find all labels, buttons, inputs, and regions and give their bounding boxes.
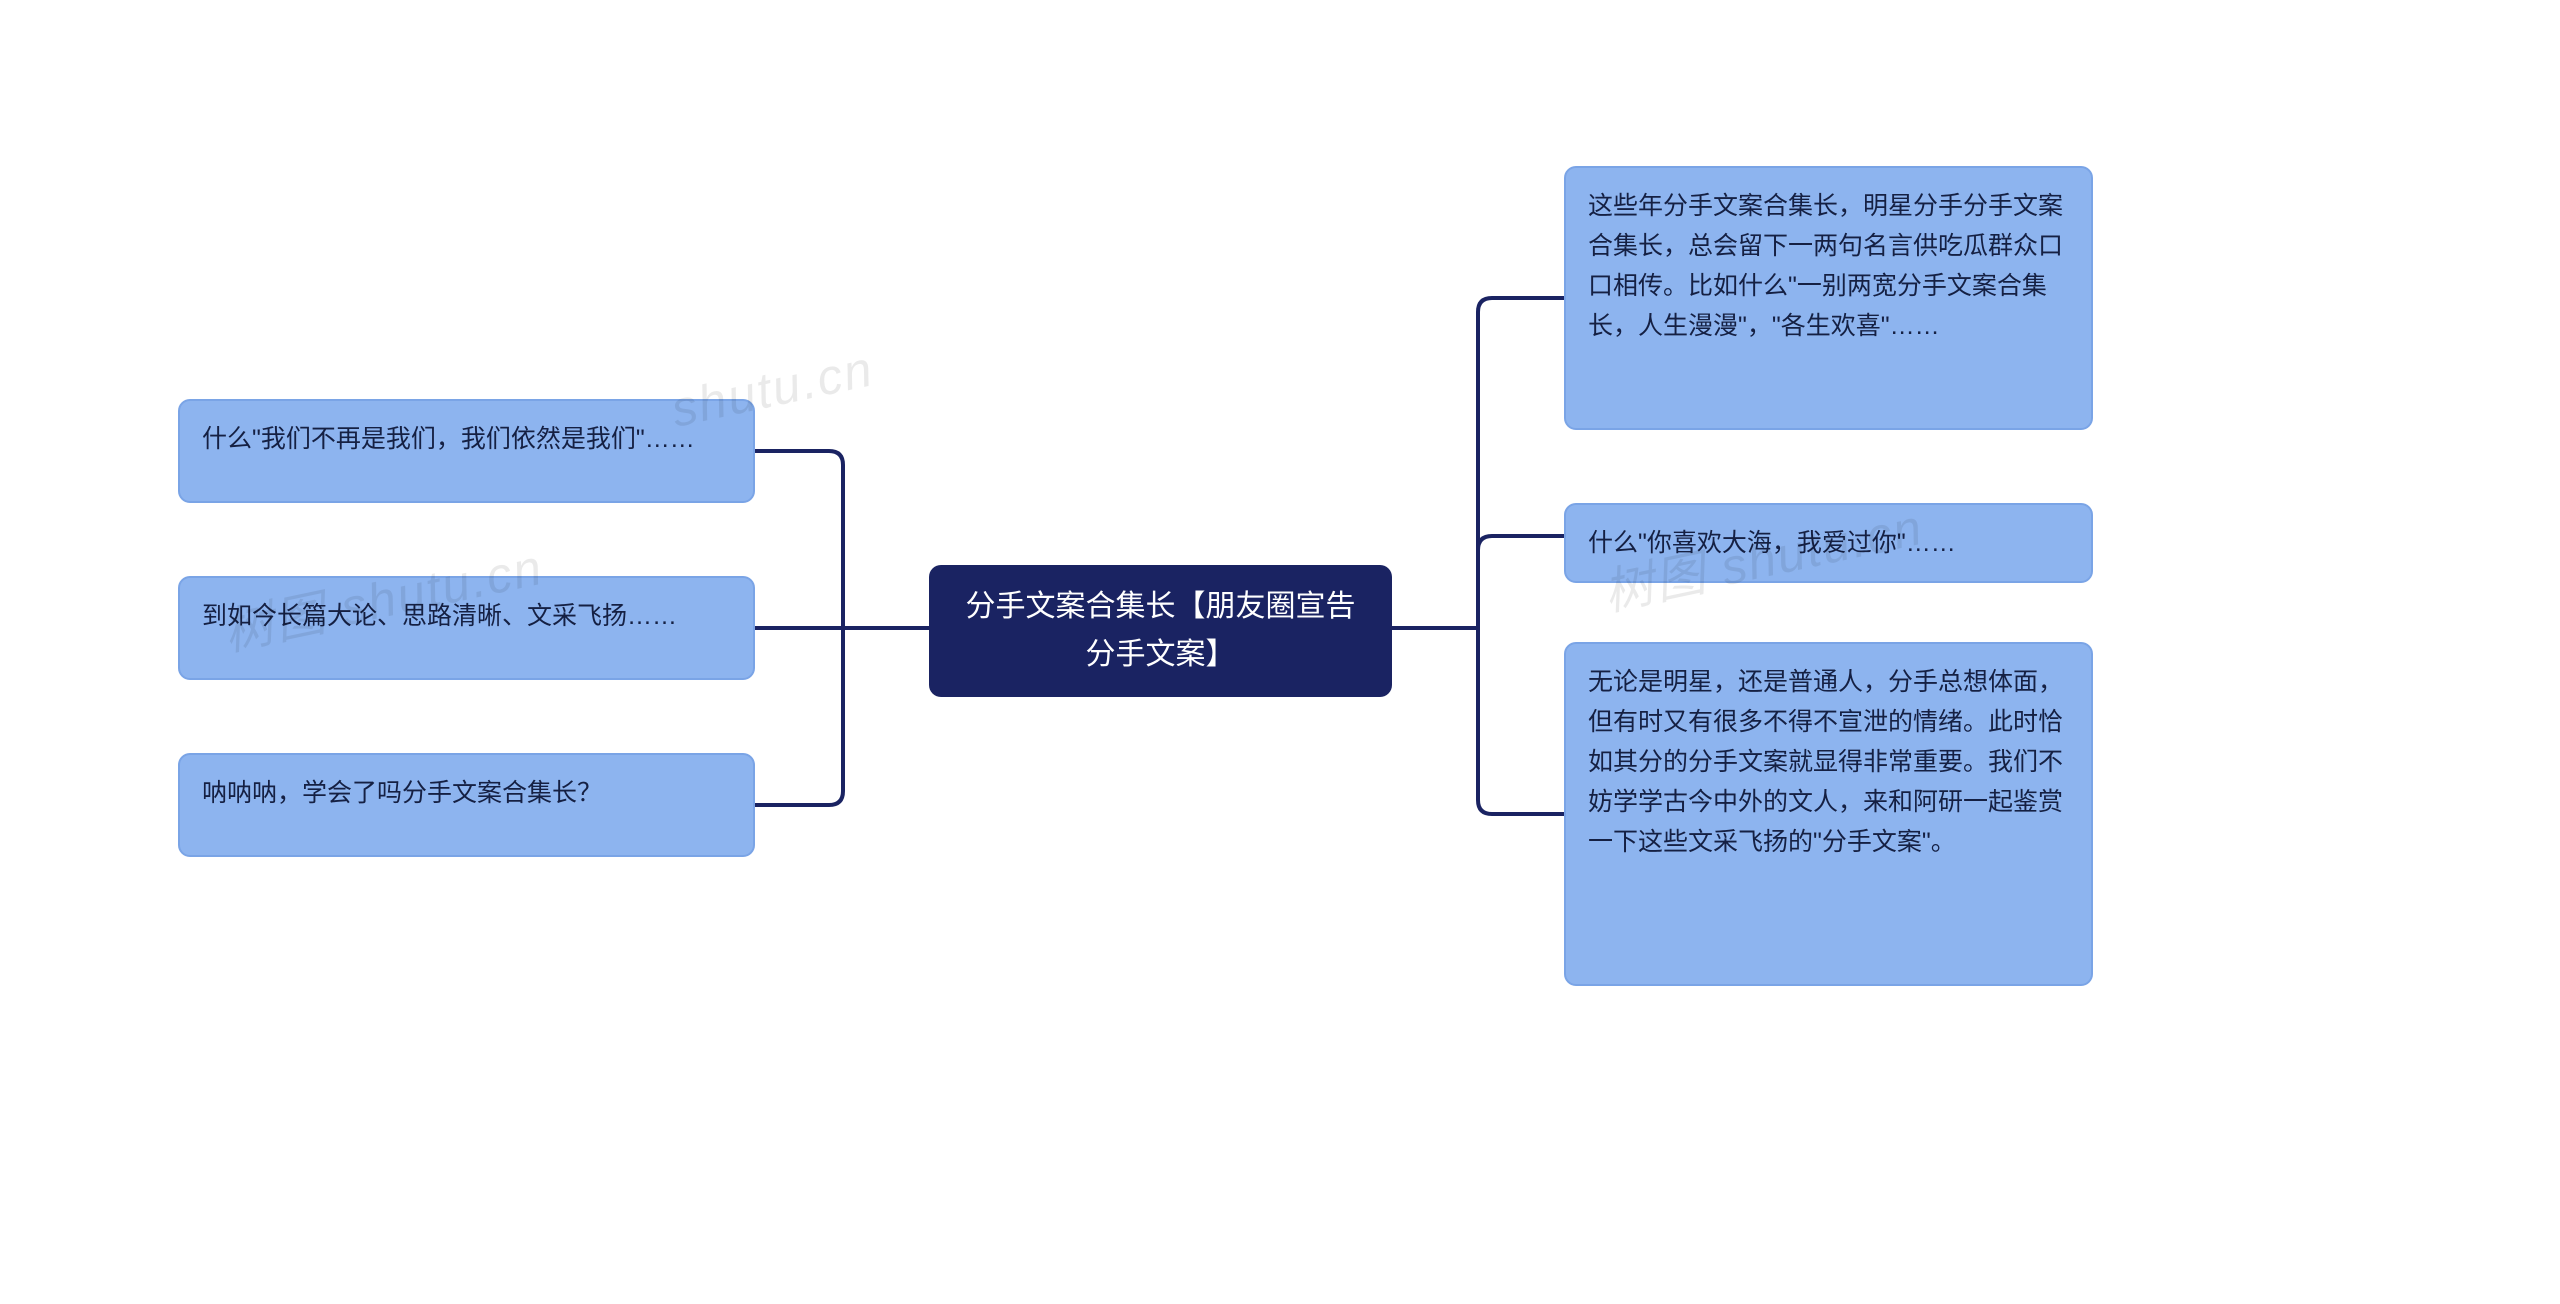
mindmap-right-node: 无论是明星，还是普通人，分手总想体面，但有时又有很多不得不宣泄的情绪。此时恰如其… — [1564, 642, 2093, 986]
connector-line — [755, 791, 843, 805]
connector-line — [755, 451, 843, 465]
node-text: 到如今长篇大论、思路清晰、文采飞扬…… — [202, 602, 677, 630]
connector-line — [1478, 536, 1564, 550]
connector-line — [1478, 298, 1564, 312]
mindmap-left-node: 呐呐呐，学会了吗分手文案合集长？ — [178, 753, 755, 857]
node-text: 呐呐呐，学会了吗分手文案合集长？ — [202, 779, 602, 807]
root-text: 分手文案合集长【朋友圈宣告分手文案】 — [951, 583, 1370, 679]
node-text: 无论是明星，还是普通人，分手总想体面，但有时又有很多不得不宣泄的情绪。此时恰如其… — [1588, 668, 2063, 856]
mindmap-right-node: 这些年分手文案合集长，明星分手分手文案合集长，总会留下一两句名言供吃瓜群众口口相… — [1564, 166, 2093, 430]
node-text: 什么"我们不再是我们，我们依然是我们"…… — [202, 425, 695, 453]
mindmap-left-node: 什么"我们不再是我们，我们依然是我们"…… — [178, 399, 755, 503]
mindmap-root-node: 分手文案合集长【朋友圈宣告分手文案】 — [929, 565, 1392, 697]
mindmap-left-node: 到如今长篇大论、思路清晰、文采飞扬…… — [178, 576, 755, 680]
connector-line — [1478, 800, 1564, 814]
mindmap-right-node: 什么"你喜欢大海，我爱过你"…… — [1564, 503, 2093, 583]
node-text: 什么"你喜欢大海，我爱过你"…… — [1588, 529, 1956, 557]
node-text: 这些年分手文案合集长，明星分手分手文案合集长，总会留下一两句名言供吃瓜群众口口相… — [1588, 192, 2063, 340]
